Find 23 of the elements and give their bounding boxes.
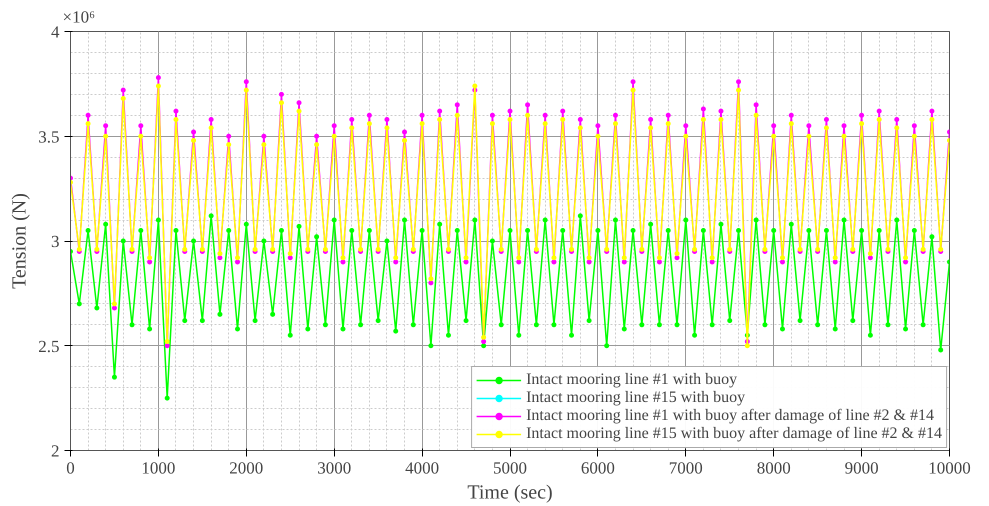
x-tick-label: 5000 — [493, 458, 527, 478]
x-tick-label: 8000 — [756, 458, 791, 478]
legend-label: Intact mooring line #1 with buoy — [526, 371, 738, 389]
legend-label: Intact mooring line #15 with buoy — [526, 389, 746, 407]
y-tick-label: 2.5 — [38, 336, 60, 356]
y-axis-title: Tension (N) — [8, 193, 30, 289]
x-axis-title: Time (sec) — [467, 482, 553, 504]
x-tick-label: 10000 — [928, 458, 971, 478]
x-tick-label: 6000 — [580, 458, 615, 478]
x-tick-label: 1000 — [141, 458, 176, 478]
x-tick-label: 0 — [66, 458, 75, 478]
x-tick-label: 7000 — [668, 458, 703, 478]
x-tick-label: 3000 — [317, 458, 352, 478]
x-tick-label: 9000 — [844, 458, 879, 478]
y-tick-label: 3 — [51, 232, 60, 251]
x-tick-label: 2000 — [229, 458, 264, 478]
y-tick-label: 4 — [51, 22, 60, 42]
text: ×10⁶ — [62, 8, 96, 26]
y-tick-label: 2 — [51, 442, 60, 460]
legend-label: Intact mooring line #1 with buoy after damage of line #2 & #14 — [526, 407, 934, 425]
y-tick-label: 3.5 — [38, 127, 60, 146]
legend-label: Intact mooring line #15 with buoy after damage of line #2 & #14 — [526, 425, 942, 443]
x-tick-label: 4000 — [405, 458, 440, 478]
